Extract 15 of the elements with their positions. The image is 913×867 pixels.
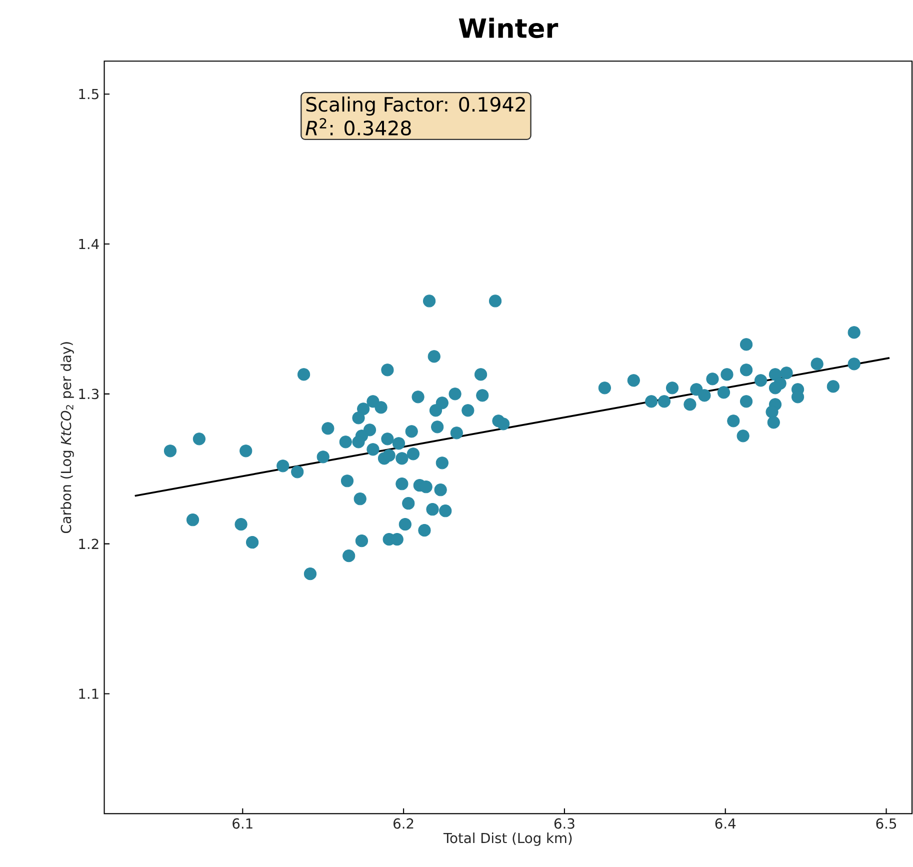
annotation: Scaling Factor: 0.1942 <box>306 96 525 116</box>
x-axis-title: Total Dist (Log km) <box>443 832 572 846</box>
chart-title: Winter <box>458 18 558 38</box>
y-axis-title: Carbon (Log KtCO$_{2}$ per day) <box>60 342 74 534</box>
x-tick-label: 6.4 <box>715 818 736 829</box>
x-tick-label: 6.1 <box>232 818 252 829</box>
x-tick-label: 6.2 <box>394 818 414 829</box>
y-tick-label: 1.1 <box>79 688 98 699</box>
y-tick-label: 1.4 <box>79 239 99 250</box>
x-tick-label: 6.5 <box>876 818 896 829</box>
x-tick-label: 6.3 <box>554 818 574 829</box>
y-tick-label: 1.3 <box>79 388 99 400</box>
y-tick-label: 1.2 <box>79 538 98 549</box>
y-tick-label: 1.5 <box>79 89 98 100</box>
annotation: R$^{2}$: 0.3428 <box>306 118 411 136</box>
